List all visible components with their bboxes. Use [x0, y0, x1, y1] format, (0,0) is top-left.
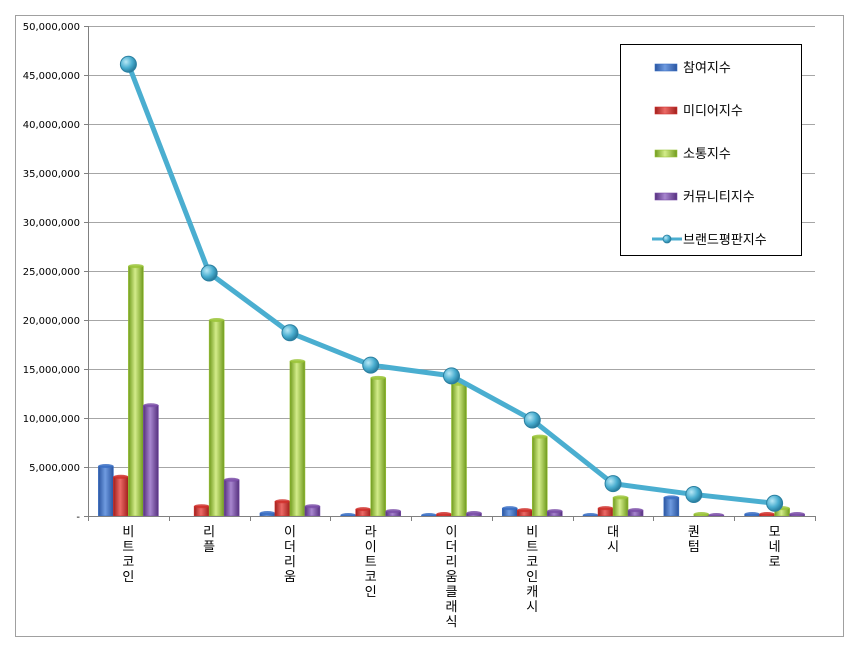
series-line	[119, 55, 784, 512]
legend-label: 커뮤니티지수	[683, 190, 755, 205]
y-axis-ticks: - 5,000,000 10,000,000 15,000,000 20,000,000…	[23, 22, 88, 523]
legend-label: 미디어지수	[683, 104, 743, 119]
bar	[789, 512, 805, 517]
bar	[259, 511, 276, 517]
bar	[304, 504, 321, 517]
legend-item: 브랜드평판지수	[652, 233, 767, 248]
y-tick-label: 40,000,000	[23, 120, 80, 131]
y-tick-label: 25,000,000	[23, 267, 80, 278]
legend-label: 소통지수	[683, 147, 731, 162]
y-tick-label: -	[76, 512, 80, 523]
line-point	[604, 475, 622, 493]
y-tick-label: 50,000,000	[23, 22, 80, 33]
bar	[193, 504, 210, 517]
line-point	[119, 55, 137, 73]
line-point	[766, 494, 784, 512]
line-point	[523, 411, 541, 429]
bar	[597, 506, 614, 517]
legend-label: 브랜드평판지수	[683, 233, 767, 248]
legend-item: 커뮤니티지수	[654, 190, 755, 205]
bar	[223, 477, 240, 517]
y-tick-label: 35,000,000	[23, 169, 80, 180]
legend-swatch	[654, 63, 678, 72]
legend-swatch-marker	[662, 234, 672, 244]
legend-box	[620, 44, 802, 256]
y-tick-label: 45,000,000	[23, 71, 80, 82]
bar	[546, 509, 563, 517]
legend-swatch	[654, 149, 678, 158]
legend-item: 소통지수	[654, 147, 731, 162]
legend-swatch	[654, 106, 678, 115]
bar	[436, 512, 452, 517]
line-point	[685, 485, 703, 503]
line-point	[281, 324, 299, 342]
y-tick-label: 10,000,000	[23, 414, 80, 425]
bar	[289, 359, 306, 517]
line-point	[200, 264, 218, 282]
bar	[612, 495, 629, 517]
y-tick-label: 5,000,000	[29, 463, 80, 474]
line-point	[362, 356, 380, 374]
legend-item: 참여지수	[654, 61, 731, 76]
bar	[501, 506, 518, 517]
bar	[744, 512, 760, 517]
legend-item: 미디어지수	[654, 104, 743, 119]
axes	[88, 26, 816, 521]
bar	[113, 474, 129, 517]
bar	[627, 508, 644, 517]
y-tick-label: 15,000,000	[23, 365, 80, 376]
bar	[274, 499, 291, 517]
bar	[370, 375, 387, 517]
bar	[385, 509, 402, 517]
bar	[516, 508, 533, 517]
bar	[466, 511, 482, 517]
y-tick-label: 30,000,000	[23, 218, 80, 229]
line-point	[443, 367, 460, 385]
bar	[143, 403, 159, 517]
bar	[531, 434, 548, 517]
legend-swatch	[654, 192, 678, 201]
y-tick-label: 20,000,000	[23, 316, 80, 327]
bar	[128, 264, 144, 517]
bar	[451, 381, 467, 517]
bar	[693, 512, 710, 517]
bar	[208, 318, 225, 517]
x-axis-ticks: 비 트 코 인 리 플 이 더 리 움 라 이 트 코 인 이 더 리 움 클 래 식 비 트 코 인 캐 시 대 시 퀀 텀 모 네 로	[122, 525, 780, 630]
legend-label: 참여지수	[683, 61, 731, 76]
bar	[98, 464, 114, 517]
bar	[759, 512, 775, 517]
bar	[355, 507, 372, 517]
bar	[663, 495, 680, 517]
